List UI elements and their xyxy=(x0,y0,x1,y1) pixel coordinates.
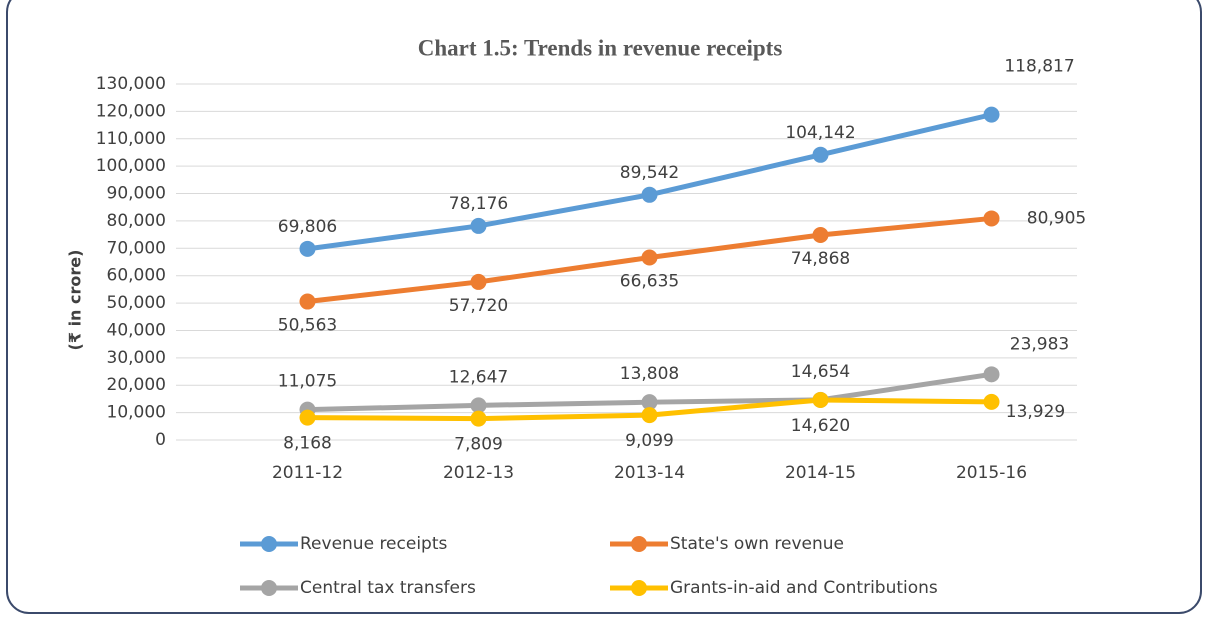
data-point xyxy=(983,366,1000,383)
data-point xyxy=(470,410,487,427)
data-point xyxy=(299,240,316,257)
data-label: 11,075 xyxy=(278,372,337,392)
y-tick-label: 30,000 xyxy=(107,348,166,368)
data-point xyxy=(983,106,1000,123)
data-label: 8,168 xyxy=(283,434,332,454)
x-tick-label: 2014-15 xyxy=(785,463,856,483)
y-tick-label: 110,000 xyxy=(96,129,166,149)
data-point xyxy=(983,393,1000,410)
data-label: 7,809 xyxy=(454,435,503,455)
data-label: 118,817 xyxy=(1004,57,1074,77)
data-label: 23,983 xyxy=(1010,334,1069,354)
y-tick-label: 80,000 xyxy=(107,211,166,231)
data-point xyxy=(470,397,487,414)
y-axis-title: (₹ in crore) xyxy=(66,250,85,351)
y-tick-label: 130,000 xyxy=(96,74,166,94)
y-tick-label: 20,000 xyxy=(107,375,166,395)
data-label: 14,654 xyxy=(791,362,850,382)
x-tick-label: 2012-13 xyxy=(443,463,514,483)
data-label: 74,868 xyxy=(791,249,850,269)
data-point xyxy=(470,273,487,290)
data-label: 69,806 xyxy=(278,217,337,237)
data-label: 9,099 xyxy=(625,431,674,451)
y-tick-label: 100,000 xyxy=(96,156,166,176)
data-label: 104,142 xyxy=(785,123,855,143)
data-label: 13,929 xyxy=(1006,402,1065,422)
data-label: 57,720 xyxy=(449,296,508,316)
chart-frame xyxy=(6,0,1202,614)
y-tick-label: 50,000 xyxy=(107,293,166,313)
data-label: 80,905 xyxy=(1027,208,1086,228)
data-point xyxy=(641,394,658,411)
data-point xyxy=(641,407,658,424)
y-tick-label: 10,000 xyxy=(107,403,166,423)
legend-label: Central tax transfers xyxy=(300,578,476,598)
legend-label: Grants-in-aid and Contributions xyxy=(670,578,938,598)
data-point xyxy=(812,146,829,163)
data-label: 66,635 xyxy=(620,272,679,292)
legend-marker xyxy=(261,580,277,596)
data-point xyxy=(299,293,316,310)
data-point xyxy=(983,210,1000,227)
data-point xyxy=(641,186,658,203)
data-label: 14,620 xyxy=(791,416,850,436)
y-tick-label: 90,000 xyxy=(107,184,166,204)
legend-marker xyxy=(631,580,647,596)
data-label: 89,542 xyxy=(620,163,679,183)
chart-title: Chart 1.5: Trends in revenue receipts xyxy=(418,35,783,60)
data-label: 13,808 xyxy=(620,364,679,384)
y-tick-label: 70,000 xyxy=(107,238,166,258)
data-label: 78,176 xyxy=(449,194,508,214)
legend-marker xyxy=(261,536,277,552)
y-tick-label: 0 xyxy=(155,430,166,450)
data-label: 50,563 xyxy=(278,316,337,336)
legend-label: Revenue receipts xyxy=(300,534,447,554)
x-tick-label: 2013-14 xyxy=(614,463,685,483)
data-point xyxy=(470,217,487,234)
data-point xyxy=(299,409,316,426)
y-tick-label: 40,000 xyxy=(107,320,166,340)
data-point xyxy=(812,391,829,408)
legend-marker xyxy=(631,536,647,552)
data-label: 12,647 xyxy=(449,367,508,387)
y-tick-label: 120,000 xyxy=(96,101,166,121)
data-point xyxy=(641,249,658,266)
data-point xyxy=(812,226,829,243)
y-tick-label: 60,000 xyxy=(107,266,166,286)
x-tick-label: 2015-16 xyxy=(956,463,1027,483)
legend-label: State's own revenue xyxy=(670,534,844,554)
x-tick-label: 2011-12 xyxy=(272,463,343,483)
